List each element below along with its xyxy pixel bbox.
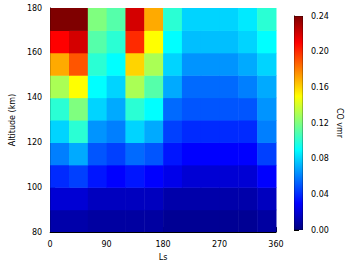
svg-text:270: 270	[212, 240, 227, 249]
svg-text:80: 80	[32, 228, 42, 237]
svg-text:160: 160	[27, 48, 42, 57]
svg-text:120: 120	[27, 138, 42, 147]
svg-text:360: 360	[268, 240, 283, 249]
svg-text:0.08: 0.08	[311, 154, 329, 163]
svg-text:0.24: 0.24	[311, 12, 329, 21]
svg-text:0.12: 0.12	[311, 119, 329, 128]
svg-text:0.04: 0.04	[311, 190, 329, 199]
svg-text:100: 100	[27, 183, 42, 192]
svg-text:Altitude (km): Altitude (km)	[8, 94, 17, 146]
svg-text:0.20: 0.20	[311, 47, 329, 56]
svg-text:140: 140	[27, 93, 42, 102]
svg-text:0.16: 0.16	[311, 83, 329, 92]
svg-text:CO vmr: CO vmr	[335, 108, 344, 139]
svg-text:0: 0	[48, 240, 53, 249]
svg-text:0.00: 0.00	[311, 226, 329, 235]
svg-text:180: 180	[155, 240, 170, 249]
svg-text:90: 90	[102, 240, 112, 249]
svg-text:180: 180	[27, 4, 42, 13]
svg-text:Ls: Ls	[159, 253, 168, 262]
